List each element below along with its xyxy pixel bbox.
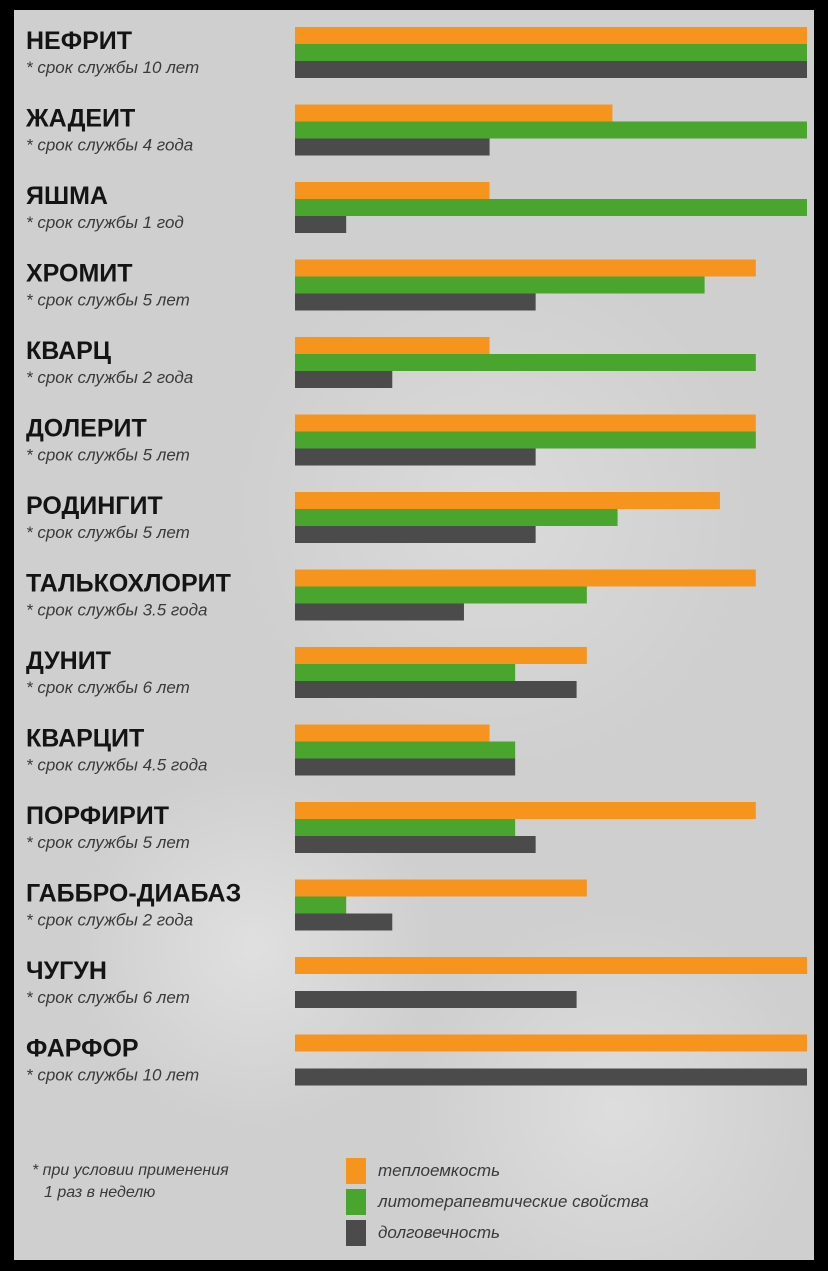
bar-durability xyxy=(295,836,536,853)
bar-lithotherapy xyxy=(295,586,587,604)
category-label: ПОРФИРИТ xyxy=(26,802,169,830)
category-group-row-8: ТАЛЬКОХЛОРИТ * срок службы 3.5 года xyxy=(26,569,756,621)
bar-heat-capacity xyxy=(295,492,720,509)
bar-durability xyxy=(295,448,536,466)
category-group-row-11: ПОРФИРИТ * срок службы 5 лет xyxy=(26,802,756,853)
service-life-label: * срок службы 2 года xyxy=(26,911,193,930)
bar-heat-capacity xyxy=(295,259,756,277)
category-label: ФАРФОР xyxy=(26,1035,139,1063)
bar-lithotherapy xyxy=(295,509,618,526)
legend-item-heat-capacity: теплоемкость xyxy=(346,1155,649,1186)
bar-durability xyxy=(295,216,347,233)
category-group-row-2: ЖАДЕИТ * срок службы 4 года xyxy=(25,104,807,156)
category-group-row-4: ХРОМИТ * срок службы 5 лет xyxy=(26,259,756,311)
service-life-label: * срок службы 6 лет xyxy=(26,678,190,697)
bar-durability xyxy=(295,913,393,931)
chart-panel: НЕФРИТ * срок службы 10 лет ЖАДЕИТ * срок с… xyxy=(14,10,814,1260)
bar-durability xyxy=(295,371,393,388)
category-label: ЧУГУН xyxy=(26,957,107,985)
category-group-row-9: ДУНИТ * срок службы 6 лет xyxy=(26,647,587,698)
category-group-row-1: НЕФРИТ * срок службы 10 лет xyxy=(26,27,807,78)
bar-chart: НЕФРИТ * срок службы 10 лет ЖАДЕИТ * срок с… xyxy=(25,27,807,1086)
category-label: КВАРЦИТ xyxy=(26,725,144,753)
category-label: КВАРЦ xyxy=(26,337,112,365)
service-life-label: * срок службы 4.5 года xyxy=(26,756,207,775)
service-life-label: * срок службы 6 лет xyxy=(26,988,190,1007)
bar-durability xyxy=(295,681,577,698)
bar-heat-capacity xyxy=(295,337,490,354)
bar-heat-capacity xyxy=(295,104,613,122)
bar-durability xyxy=(295,603,464,621)
bar-lithotherapy xyxy=(295,199,807,216)
bar-durability xyxy=(295,293,536,311)
bar-lithotherapy xyxy=(295,276,705,294)
footnote-line-1: * при условии применения xyxy=(32,1162,229,1179)
bar-heat-capacity xyxy=(295,182,490,199)
category-group-row-13: ЧУГУН * срок службы 6 лет xyxy=(26,957,807,1008)
service-life-label: * срок службы 2 года xyxy=(26,368,193,387)
category-label: ЖАДЕИТ xyxy=(25,105,135,133)
category-label: ГАББРО-ДИАБАЗ xyxy=(26,880,241,908)
bar-durability xyxy=(295,758,516,776)
bar-durability xyxy=(295,138,490,156)
legend-item-lithotherapy: литотерапевтические свойства xyxy=(346,1186,649,1217)
bar-lithotherapy xyxy=(295,354,756,371)
legend: теплоемкость литотерапевтические свойств… xyxy=(346,1155,649,1248)
bar-heat-capacity xyxy=(295,802,756,819)
category-group-row-5: КВАРЦ * срок службы 2 года xyxy=(26,337,756,388)
bar-durability xyxy=(295,61,807,78)
footnote-line-2: 1 раз в неделю xyxy=(44,1184,156,1201)
service-life-label: * срок службы 5 лет xyxy=(26,523,190,542)
bar-lithotherapy xyxy=(295,44,807,61)
service-life-label: * срок службы 10 лет xyxy=(26,1066,199,1085)
category-label: НЕФРИТ xyxy=(26,27,132,55)
category-group-row-3: ЯШМА * срок службы 1 год xyxy=(26,182,807,233)
category-group-row-10: КВАРЦИТ * срок службы 4.5 года xyxy=(26,724,516,776)
bar-lithotherapy xyxy=(295,664,516,681)
legend-label-durability: долговечность xyxy=(378,1222,500,1242)
legend-label-heat-capacity: теплоемкость xyxy=(378,1160,501,1180)
footnote: * при условии применения 1 раз в неделю xyxy=(32,1160,332,1204)
category-label: ЯШМА xyxy=(26,182,108,210)
service-life-label: * срок службы 10 лет xyxy=(26,58,199,77)
service-life-label: * срок службы 5 лет xyxy=(26,833,190,852)
legend-swatch-heat-capacity xyxy=(346,1157,366,1184)
legend-item-durability: долговечность xyxy=(346,1217,649,1248)
service-life-label: * срок службы 4 года xyxy=(26,136,193,155)
bar-lithotherapy xyxy=(295,741,516,759)
bar-durability xyxy=(295,1068,807,1086)
bar-heat-capacity xyxy=(295,27,807,44)
bar-lithotherapy xyxy=(295,431,756,449)
legend-swatch-durability xyxy=(346,1219,366,1246)
service-life-label: * срок службы 5 лет xyxy=(26,291,190,310)
bar-lithotherapy xyxy=(295,819,516,836)
bar-heat-capacity xyxy=(295,879,587,897)
category-group-row-7: РОДИНГИТ * срок службы 5 лет xyxy=(26,492,720,543)
category-label: РОДИНГИТ xyxy=(26,492,163,520)
category-label: ДОЛЕРИТ xyxy=(26,415,147,443)
bar-heat-capacity xyxy=(295,647,587,664)
bar-heat-capacity xyxy=(295,957,807,974)
service-life-label: * срок службы 1 год xyxy=(26,213,184,232)
legend-label-lithotherapy: литотерапевтические свойства xyxy=(378,1191,649,1211)
category-label: ДУНИТ xyxy=(26,647,111,675)
category-group-row-12: ГАББРО-ДИАБАЗ * срок службы 2 года xyxy=(26,879,587,931)
category-group-row-6: ДОЛЕРИТ * срок службы 5 лет xyxy=(26,414,756,466)
bar-lithotherapy xyxy=(295,896,347,914)
service-life-label: * срок службы 5 лет xyxy=(26,446,190,465)
bar-heat-capacity xyxy=(295,414,756,432)
service-life-label: * срок службы 3.5 года xyxy=(26,601,207,620)
category-label: ТАЛЬКОХЛОРИТ xyxy=(26,570,231,598)
bar-lithotherapy xyxy=(295,121,807,139)
legend-swatch-lithotherapy xyxy=(346,1188,366,1215)
bar-heat-capacity xyxy=(295,569,756,587)
category-group-row-14: ФАРФОР * срок службы 10 лет xyxy=(26,1034,807,1086)
bar-heat-capacity xyxy=(295,1034,807,1052)
bar-durability xyxy=(295,526,536,543)
bar-durability xyxy=(295,991,577,1008)
bar-heat-capacity xyxy=(295,724,490,742)
category-label: ХРОМИТ xyxy=(26,260,133,288)
